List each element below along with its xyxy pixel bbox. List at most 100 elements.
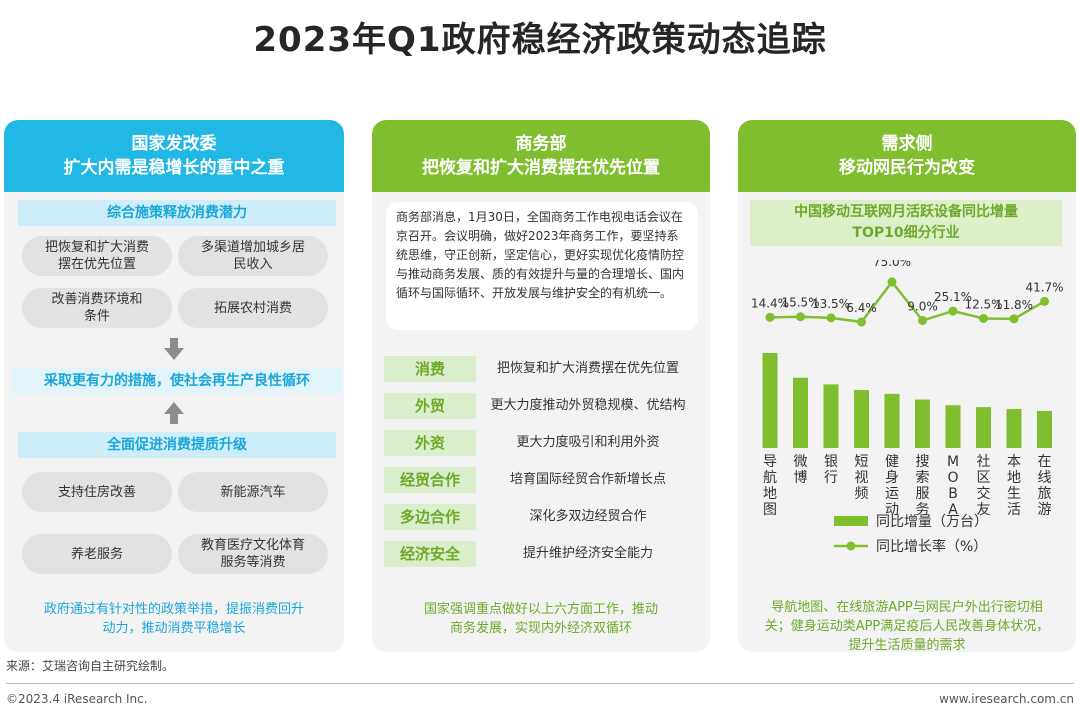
- category-label: 短视频: [855, 454, 869, 502]
- panel-demand-header: 需求侧 移动网民行为改变: [738, 120, 1076, 192]
- policy-text: 把恢复和扩大消费摆在优先位置: [496, 361, 679, 376]
- policy-text: 培育国际经贸合作新增长点: [509, 472, 666, 487]
- category-label: 搜索服务: [916, 454, 930, 518]
- bar: [884, 393, 900, 448]
- chart-subhead-line2: TOP10细分行业: [852, 225, 960, 241]
- category-label: 在线旅游: [1038, 454, 1052, 518]
- rate-point: [918, 315, 927, 325]
- chart-subhead: 中国移动互联网月活跃设备同比增量 TOP10细分行业: [750, 200, 1062, 246]
- panel-ndrc-header: 国家发改委 扩大内需是稳增长的重中之重: [4, 120, 344, 192]
- bar: [945, 405, 961, 448]
- rate-label: 11.8%: [995, 298, 1033, 312]
- pill-education-medical: 教育医疗文化体育 服务等消费: [178, 534, 328, 574]
- category-label: 银行: [824, 454, 838, 486]
- arrow-up-icon: [164, 402, 184, 424]
- rate-label: 41.7%: [1025, 280, 1063, 294]
- pill-elderly-care: 养老服务: [22, 534, 172, 574]
- rate-point: [979, 313, 988, 323]
- bar: [762, 353, 778, 448]
- policy-tag: 外资: [384, 430, 476, 456]
- rate-point: [1040, 296, 1049, 306]
- policy-tag: 经济安全: [384, 541, 476, 567]
- legend-line-marker: [846, 541, 856, 551]
- policy-row: 经济安全 提升维护经济安全能力: [384, 541, 700, 567]
- rate-label: 25.1%: [934, 290, 972, 304]
- rate-point: [1009, 314, 1019, 324]
- panel-ndrc: 国家发改委 扩大内需是稳增长的重中之重 综合施策释放消费潜力 把恢复和扩大消费 …: [4, 120, 344, 652]
- policy-row: 外资 更大力度吸引和利用外资: [384, 430, 700, 456]
- pill-housing: 支持住房改善: [22, 472, 172, 512]
- legend-line-label: 同比增长率（%）: [876, 538, 987, 555]
- legend-bar-label: 同比增量（万台）: [876, 514, 988, 530]
- rate-label: 15.5%: [781, 296, 819, 310]
- bar: [793, 377, 808, 448]
- policy-text: 深化多双边经贸合作: [529, 509, 647, 524]
- panel-ndrc-header-line2: 扩大内需是稳增长的重中之重: [63, 158, 285, 178]
- panel-demand-footnote: 导航地图、在线旅游APP与网民户外出行密切相 关；健身运动类APP满足疫后人民改…: [764, 600, 1050, 652]
- policy-tag: 消费: [384, 356, 476, 382]
- panel-mofcom-header-line1: 商务部: [515, 134, 567, 154]
- policy-tag: 经贸合作: [384, 467, 476, 493]
- banner-consumption-upgrade: 全面促进消费提质升级: [18, 432, 336, 458]
- category-label: 微博: [794, 454, 808, 486]
- pill-new-energy-vehicles: 新能源汽车: [178, 472, 328, 512]
- panel-demand: 需求侧 移动网民行为改变 中国移动互联网月活跃设备同比增量 TOP10细分行业 …: [738, 120, 1076, 652]
- rate-point: [857, 317, 866, 327]
- legend-bar-swatch: [834, 516, 868, 526]
- pill-improve-environment: 改善消费环境和 条件: [22, 288, 172, 328]
- arrow-down-icon: [164, 338, 184, 360]
- rate-label: 75.0%: [873, 260, 911, 269]
- bar: [823, 384, 839, 448]
- middle-statement: 采取更有力的措施，使社会再生产良性循环: [12, 368, 342, 394]
- bar: [1006, 409, 1022, 448]
- policy-text: 更大力度推动外贸稳规模、优结构: [490, 398, 686, 413]
- rate-point: [826, 313, 836, 323]
- policy-text: 更大力度吸引和利用外资: [516, 435, 660, 450]
- policy-row: 消费 把恢复和扩大消费摆在优先位置: [384, 356, 700, 382]
- panel-mofcom: 商务部 把恢复和扩大消费摆在优先位置 商务部消息，1月30日，全国商务工作电视电…: [372, 120, 710, 652]
- rate-point: [796, 312, 805, 322]
- pill-increase-income: 多渠道增加城乡居 民收入: [178, 236, 328, 276]
- news-box: 商务部消息，1月30日，全国商务工作电视电话会议在京召开。会议明确，做好2023…: [386, 202, 698, 330]
- website-link[interactable]: www.iresearch.com.cn: [939, 692, 1074, 706]
- bar: [976, 407, 991, 448]
- policy-row: 经贸合作 培育国际经贸合作新增长点: [384, 467, 700, 493]
- panel-mofcom-footnote: 国家强调重点做好以上六方面工作，推动 商务发展，实现内外经济双循环: [423, 602, 658, 636]
- panel-demand-header-line1: 需求侧: [881, 134, 933, 154]
- category-label: 本地生活: [1007, 454, 1021, 518]
- policy-text: 提升维护经济安全能力: [522, 546, 653, 561]
- rate-label: 12.5%: [964, 297, 1002, 311]
- rate-point: [948, 306, 958, 316]
- policy-row: 外贸 更大力度推动外贸稳规模、优结构: [384, 393, 700, 419]
- category-label: 社区交友: [977, 454, 991, 518]
- bar: [915, 399, 930, 448]
- source-note: 来源：艾瑞咨询自主研究绘制。: [6, 659, 175, 673]
- rate-point: [887, 277, 897, 287]
- panel-demand-header-line2: 移动网民行为改变: [839, 158, 975, 178]
- panel-ndrc-header-line1: 国家发改委: [131, 134, 217, 154]
- panel-mofcom-header: 商务部 把恢复和扩大消费摆在优先位置: [372, 120, 710, 192]
- rate-line: [769, 279, 1046, 324]
- footer-divider: [6, 683, 1074, 684]
- rate-label: 9.0%: [907, 299, 938, 313]
- rate-label: 13.5%: [812, 297, 850, 311]
- category-label: 健身运动: [885, 454, 899, 518]
- pill-prioritize-consumption: 把恢复和扩大消费 摆在优先位置: [22, 236, 172, 276]
- rate-label: 14.4%: [751, 296, 789, 310]
- banner-consumption-potential: 综合施策释放消费潜力: [18, 200, 336, 226]
- policy-tag: 多边合作: [384, 504, 476, 530]
- bar: [1037, 410, 1052, 448]
- rate-label: 6.4%: [846, 301, 877, 315]
- pill-rural-consumption: 拓展农村消费: [178, 288, 328, 328]
- bar: [854, 390, 869, 448]
- policy-row: 多边合作 深化多双边经贸合作: [384, 504, 700, 530]
- copyright: ©2023.4 iResearch Inc.: [6, 692, 148, 706]
- category-label: 导航地图: [763, 454, 777, 518]
- panel-ndrc-footnote: 政府通过有针对性的政策举措，提振消费回升 动力，推动消费平稳增长: [43, 602, 304, 636]
- policy-tag: 外贸: [384, 393, 476, 419]
- chart-subhead-line1: 中国移动互联网月活跃设备同比增量: [794, 204, 1018, 220]
- rate-point: [765, 312, 775, 322]
- page-title: 2023年Q1政府稳经济政策动态追踪: [253, 20, 827, 60]
